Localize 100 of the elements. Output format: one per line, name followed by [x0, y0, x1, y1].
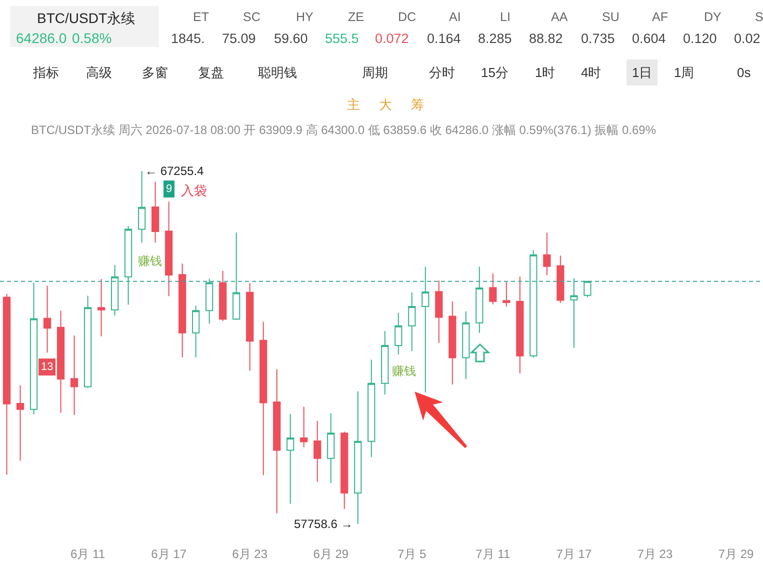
- x-tick-label: 7月 5: [398, 547, 427, 561]
- text: 指标: [32, 65, 59, 80]
- text: DC: [398, 10, 416, 24]
- candlestick: [516, 276, 524, 374]
- text: HY: [296, 10, 314, 24]
- candlestick: [489, 272, 497, 305]
- x-tick-label: 7月 29: [718, 547, 754, 561]
- text: 0.120: [683, 31, 717, 46]
- text: 1周: [674, 65, 694, 80]
- text: 64286.0: [16, 30, 67, 46]
- candlestick: [16, 384, 24, 462]
- candlestick: [448, 300, 456, 386]
- candlestick: [314, 420, 322, 482]
- text: 聪明钱: [258, 65, 297, 80]
- candlestick: [151, 181, 160, 244]
- candlestick: [110, 264, 119, 316]
- text: 555.5: [325, 31, 359, 46]
- x-tick-label: 7月 11: [476, 547, 510, 561]
- candlestick: [246, 282, 254, 372]
- text: 8.285: [478, 31, 512, 46]
- text: 0.604: [632, 31, 666, 46]
- annotation: 13: [41, 361, 54, 373]
- text: 88.82: [529, 31, 563, 46]
- candlestick: [502, 282, 510, 308]
- candlestick: [219, 270, 227, 322]
- text: AF: [652, 10, 668, 24]
- candlestick: [543, 232, 551, 276]
- candlestick: [570, 278, 578, 348]
- annotation: 赚钱: [138, 254, 162, 268]
- text: 0.072: [375, 31, 409, 46]
- annotation: 入袋: [181, 183, 207, 198]
- text: 0.164: [427, 31, 462, 46]
- candlestick: [354, 390, 362, 524]
- text: 主: [347, 97, 360, 112]
- candlestick: [192, 305, 200, 358]
- x-tick-label: 6月 17: [151, 547, 187, 561]
- candlestick: [300, 406, 308, 448]
- candlestick: [381, 330, 389, 396]
- candlestick: [70, 335, 78, 416]
- text: 大: [379, 97, 392, 112]
- candlestick: [368, 359, 376, 458]
- text: 0s: [737, 65, 752, 80]
- text: 59.60: [274, 31, 308, 46]
- annotation: ← 67255.4: [145, 164, 204, 178]
- text: 周期: [362, 65, 388, 80]
- text: 1时: [535, 65, 556, 80]
- candlestick: [30, 282, 38, 415]
- text: 4时: [581, 65, 602, 80]
- text: SC: [243, 10, 260, 24]
- x-tick-label: 7月 23: [637, 547, 673, 561]
- text: 高级: [86, 65, 112, 80]
- text: LI: [500, 10, 510, 24]
- candlestick: [138, 170, 146, 244]
- candlestick: [84, 295, 92, 388]
- candlestick: [408, 292, 416, 352]
- candlestick: [165, 201, 173, 297]
- text: ZE: [348, 10, 364, 24]
- x-tick-label: 6月 11: [70, 547, 106, 561]
- candlestick: [584, 280, 592, 298]
- text: AA: [551, 10, 568, 24]
- candlestick: [286, 413, 294, 504]
- text: 75.09: [222, 31, 256, 46]
- candlestick: [462, 310, 470, 380]
- text: 1845.: [171, 31, 205, 46]
- text: 15分: [481, 65, 508, 80]
- candlestick: [206, 278, 214, 324]
- annotation: 赚钱: [392, 364, 416, 378]
- candlestick: [2, 293, 11, 476]
- candlestick: [124, 225, 132, 306]
- candlestick: [556, 255, 564, 304]
- text: SU: [602, 10, 620, 24]
- candlestick: [340, 431, 348, 510]
- candlestick: [435, 280, 443, 344]
- candlestick: [327, 412, 335, 484]
- chart-subtitle: BTC/USDT永续 周六 2026-07-18 08:00 开 63909.9 高 64300.0 低 63859.6 收 64286.0 涨幅 0.59%(376.1) 振幅 0.69%: [31, 123, 656, 137]
- candlestick: [476, 266, 484, 334]
- text: ET: [193, 10, 210, 24]
- text: 筹: [411, 97, 424, 112]
- text: 多窗: [142, 65, 168, 80]
- text: 1日: [632, 65, 652, 80]
- candlestick: [260, 321, 268, 476]
- text: 0.58%: [72, 30, 112, 46]
- candlestick: [232, 232, 240, 320]
- text: 0.02: [734, 31, 760, 46]
- text: 0.735: [581, 31, 615, 46]
- x-tick-label: 7月 17: [556, 547, 592, 561]
- text: 分时: [429, 65, 455, 80]
- candlestick: [422, 266, 430, 393]
- annotation: 57758.6 →: [294, 517, 353, 531]
- candlestick: [530, 250, 538, 358]
- annotation: 9: [166, 183, 172, 195]
- text: S: [755, 10, 763, 24]
- chart-title: BTC/USDT永续: [37, 10, 135, 26]
- text: 复盘: [198, 65, 224, 80]
- candlestick: [273, 368, 281, 514]
- candlestick: [43, 285, 52, 354]
- candlestick: [178, 262, 186, 358]
- text: DY: [704, 10, 722, 24]
- candlestick: [97, 278, 106, 337]
- x-tick-label: 6月 23: [232, 547, 268, 561]
